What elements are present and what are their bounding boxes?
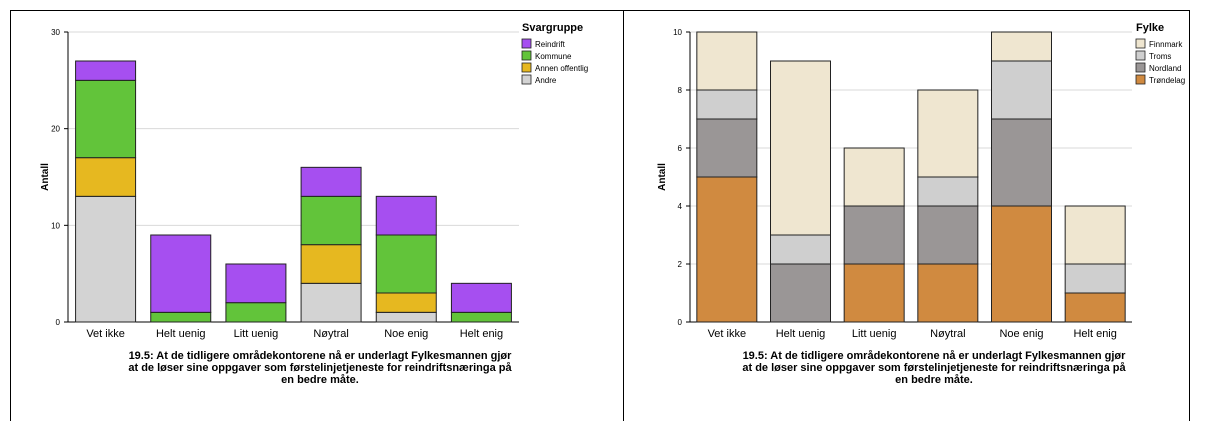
legend-label: Reindrift <box>535 40 566 49</box>
y-tick-label: 30 <box>51 28 60 37</box>
bar-segment <box>696 31 758 91</box>
x-tick-label: Litt uenig <box>234 328 279 340</box>
bar-segment <box>917 89 979 178</box>
bar-segment <box>75 60 137 81</box>
legend-label: Nordland <box>1149 64 1181 73</box>
bar-segment <box>917 176 979 207</box>
x-tick-label: Nøytral <box>930 328 965 340</box>
bar-segment <box>1064 205 1126 265</box>
bar-segment <box>300 244 362 284</box>
legend-label: Andre <box>535 76 557 85</box>
x-tick-label: Vet ikke <box>86 328 125 340</box>
y-axis-label: Antall <box>657 163 668 191</box>
bar-segment <box>991 205 1052 323</box>
x-tick-label: Litt uenig <box>852 328 897 340</box>
y-tick-label: 0 <box>678 318 683 327</box>
x-tick-label: Helt enig <box>1073 328 1116 340</box>
chart-svargruppe: 0 10 20 30 Antall Vet ikke Helt uenig Litt ueni… <box>40 22 588 340</box>
x-tick-label: Helt uenig <box>156 328 206 340</box>
legend-swatch <box>521 38 532 49</box>
bar-segment <box>1064 263 1126 294</box>
bar-segment <box>770 234 831 265</box>
x-tick-label: Noe enig <box>384 328 428 340</box>
bar-segment <box>991 31 1052 62</box>
frame-top-border <box>10 10 1190 11</box>
legend-title: Svargruppe <box>522 22 583 34</box>
frame-right-border <box>1189 10 1190 421</box>
legend-swatch <box>1135 62 1146 73</box>
y-tick-label: 4 <box>678 202 683 211</box>
bar-segment <box>450 282 512 313</box>
frame-left-border <box>10 10 11 421</box>
bar-segment <box>843 205 905 265</box>
legend-title: Fylke <box>1136 22 1164 34</box>
bar-segment <box>375 234 437 294</box>
x-tick-label: Vet ikke <box>708 328 747 340</box>
legend-swatch <box>1135 50 1146 61</box>
x-tick-label: Noe enig <box>999 328 1043 340</box>
y-tick-label: 10 <box>51 221 60 230</box>
x-tick-label: Helt uenig <box>776 328 826 340</box>
bar-segment <box>696 118 758 178</box>
legend-swatch <box>521 62 532 73</box>
y-tick-label: 10 <box>673 28 682 37</box>
x-tick-label: Helt enig <box>460 328 503 340</box>
chart-caption-left: 19.5: At de tidligere områdekontorene nå… <box>128 350 512 386</box>
bar-segment <box>75 195 137 323</box>
legend-label: Finnmark <box>1149 40 1183 49</box>
y-tick-label: 2 <box>678 260 683 269</box>
bar-segment <box>843 263 905 323</box>
x-tick-label: Nøytral <box>313 328 348 340</box>
bar-segment <box>225 263 287 304</box>
bar-segment <box>696 176 758 323</box>
y-axis-label: Antall <box>40 163 51 191</box>
legend-swatch <box>521 74 532 85</box>
y-tick-label: 8 <box>678 86 683 95</box>
bar-segment <box>991 118 1052 207</box>
bar-segment <box>300 282 362 323</box>
bar-segment <box>300 195 362 246</box>
legend-label: Kommune <box>535 52 572 61</box>
bar-segment <box>150 234 212 313</box>
legend-swatch <box>1135 38 1146 49</box>
bar-segment <box>696 89 758 120</box>
y-tick-label: 20 <box>51 125 60 134</box>
chart-caption-right: 19.5: At de tidligere områdekontorene nå… <box>742 350 1126 386</box>
y-tick-label: 6 <box>678 144 683 153</box>
legend-label: Trøndelag <box>1149 76 1185 85</box>
bar-segment <box>1064 292 1126 323</box>
legend-swatch <box>521 50 532 61</box>
legend-label: Annen offentlig <box>535 64 588 73</box>
bar-segment <box>917 205 979 265</box>
bar-segment <box>843 147 905 207</box>
legend-swatch <box>1135 74 1146 85</box>
bar-segment <box>375 195 437 236</box>
y-tick-label: 0 <box>56 318 61 327</box>
legend-label: Troms <box>1149 52 1171 61</box>
bar-segment <box>770 60 831 236</box>
bar-segment <box>770 263 831 323</box>
bar-segment <box>300 166 362 197</box>
bar-segment <box>991 60 1052 120</box>
frame-divider <box>623 10 624 421</box>
bar-segment <box>917 263 979 323</box>
